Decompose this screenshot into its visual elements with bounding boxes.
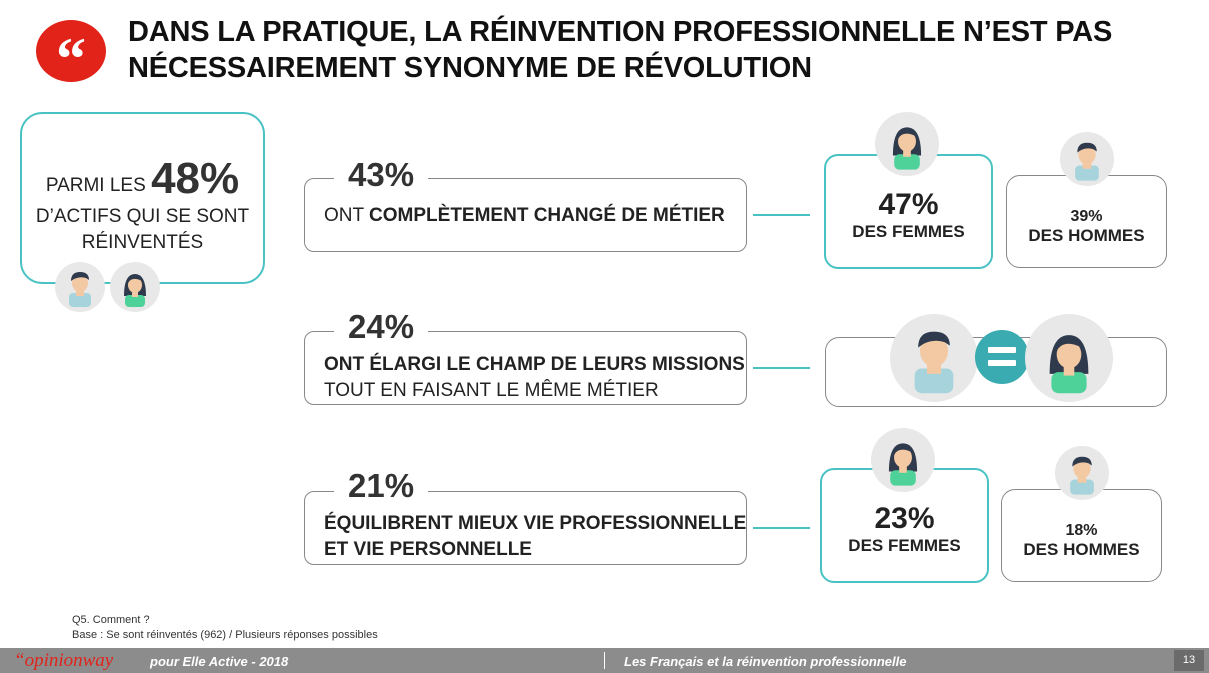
man-avatar-icon	[890, 314, 978, 402]
quote-icon: “	[36, 20, 106, 92]
summary-box: PARMI LES 48% D’ACTIFS QUI SE SONT RÉINV…	[20, 112, 265, 284]
row-3-men-pct: 18%	[1065, 522, 1098, 539]
row-3-connector	[753, 527, 810, 529]
title-line-1: DANS LA PRATIQUE, LA RÉINVENTION PROFESS…	[128, 16, 1113, 48]
footnote-base: Base : Se sont réinventés (962) / Plusie…	[72, 629, 378, 641]
row-2-text-line-2: TOUT EN FAISANT LE MÊME MÉTIER	[324, 380, 659, 401]
row-1-pct: 43%	[334, 156, 429, 194]
row-1-women-label: DES FEMMES	[852, 222, 965, 241]
row-3-women-pct: 23%	[874, 502, 935, 535]
footer-sponsor: pour Elle Active - 2018	[150, 654, 289, 669]
footer-study-title: Les Français et la réinvention professio…	[624, 654, 907, 669]
page-number: 13	[1174, 650, 1204, 671]
woman-avatar-icon	[871, 428, 935, 492]
man-avatar-icon	[1060, 132, 1114, 186]
row-3-pct: 21%	[334, 467, 429, 505]
footer-divider	[604, 652, 605, 669]
row-3-women-label: DES FEMMES	[848, 536, 961, 555]
man-avatar-icon	[55, 262, 105, 312]
woman-avatar-icon	[875, 112, 939, 176]
row-3-text-line-1: ÉQUILIBRENT MIEUX VIE PROFESSIONNELLE	[324, 513, 747, 534]
row-3-men-box: 18% DES HOMMES	[1001, 489, 1162, 582]
row-2-connector	[753, 367, 810, 369]
row-1-text-prefix: ONT	[324, 205, 370, 226]
page-title: DANS LA PRATIQUE, LA RÉINVENTION PROFESS…	[128, 14, 1128, 86]
row-2-text: ONT ÉLARGI LE CHAMP DE LEURS MISSIONS TO…	[324, 352, 745, 404]
row-1-men-label: DES HOMMES	[1028, 226, 1145, 245]
summary-line-2: D’ACTIFS QUI SE SONT	[35, 206, 250, 227]
summary-line-1: PARMI LES 48%	[22, 154, 263, 204]
row-1-men-pct: 39%	[1070, 208, 1103, 225]
summary-line-3: RÉINVENTÉS	[81, 232, 204, 253]
row-3-text: ÉQUILIBRENT MIEUX VIE PROFESSIONNELLE ET…	[324, 511, 746, 563]
row-3-text-line-2: ET VIE PERSONNELLE	[324, 539, 532, 560]
footer-bar: “opinionway pour Elle Active - 2018 Les …	[0, 648, 1209, 673]
row-box-1	[304, 178, 747, 252]
row-1-text: ONT COMPLÈTEMENT CHANGÉ DE MÉTIER	[324, 203, 725, 229]
row-1-women-pct: 47%	[878, 188, 939, 221]
man-avatar-icon	[1055, 446, 1109, 500]
row-2-text-bold: ONT ÉLARGI LE CHAMP DE LEURS MISSIONS	[324, 354, 745, 375]
woman-avatar-icon	[1025, 314, 1113, 402]
summary-prefix: PARMI LES	[45, 175, 146, 196]
footnote-question: Q5. Comment ?	[72, 614, 150, 626]
row-1-men-box: 39% DES HOMMES	[1006, 175, 1167, 268]
row-2-pct: 24%	[334, 308, 429, 346]
woman-avatar-icon	[110, 262, 160, 312]
row-1-connector	[753, 214, 810, 216]
summary-pct: 48%	[151, 154, 240, 203]
row-1-text-bold: COMPLÈTEMENT CHANGÉ DE MÉTIER	[369, 205, 725, 226]
equal-icon	[975, 330, 1029, 384]
row-3-men-label: DES HOMMES	[1023, 540, 1140, 559]
footnotes: Q5. Comment ? Base : Se sont réinventés …	[72, 613, 378, 643]
title-line-2: NÉCESSAIREMENT SYNONYME DE RÉVOLUTION	[128, 52, 812, 84]
opinionway-logo: “opinionway	[14, 650, 114, 671]
